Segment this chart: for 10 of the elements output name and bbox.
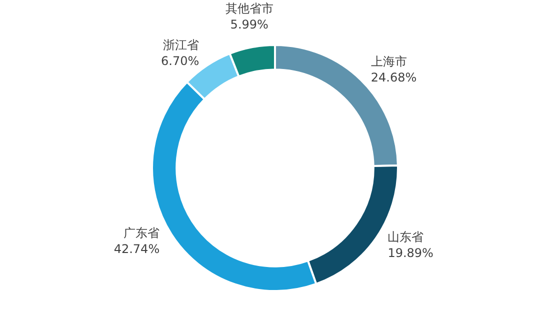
data-label: 19.89% — [388, 246, 434, 260]
slice-label: 浙江省 — [163, 38, 200, 52]
slice-label: 上海市 — [370, 54, 407, 68]
data-label: 24.68% — [370, 70, 417, 84]
data-label: 5.99% — [230, 18, 268, 32]
slice-label: 广东省 — [124, 226, 160, 240]
slice-label: 其他省市 — [225, 2, 274, 16]
data-label: 42.74% — [114, 242, 160, 256]
slice-label: 山东省 — [388, 230, 424, 244]
data-label: 6.70% — [161, 54, 200, 68]
